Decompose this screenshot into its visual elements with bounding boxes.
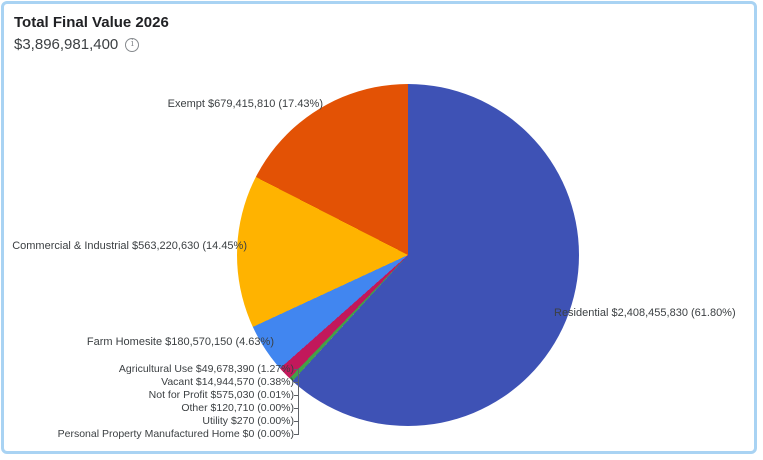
slice-label-commercial-industrial: Commercial & Industrial $563,220,630 (14… [12, 240, 247, 252]
info-icon[interactable]: i [125, 37, 140, 52]
slice-label-not-for-profit: Not for Profit $575,030 (0.01%) [148, 389, 294, 401]
slice-label-personal-property-manufactured-home: Personal Property Manufactured Home $0 (… [57, 428, 294, 440]
slice-label-vacant: Vacant $14,944,570 (0.38%) [161, 376, 294, 388]
leader-tick [294, 408, 299, 409]
total-value-row: $3,896,981,400 i [14, 36, 140, 53]
slice-label-utility: Utility $270 (0.00%) [202, 415, 294, 427]
leader-tick [294, 395, 299, 396]
leader-line [298, 368, 299, 435]
leader-tick [294, 369, 299, 370]
chart-stage: Total Final Value 2026 $3,896,981,400 i … [4, 4, 754, 451]
total-final-value-card: Total Final Value 2026 $3,896,981,400 i … [1, 1, 757, 454]
leader-tick [294, 382, 299, 383]
slice-label-exempt: Exempt $679,415,810 (17.43%) [167, 98, 323, 110]
slice-label-farm-homesite: Farm Homesite $180,570,150 (4.63%) [86, 336, 274, 348]
total-value: $3,896,981,400 [14, 36, 119, 53]
leader-tick [294, 434, 299, 435]
slice-label-agricultural-use: Agricultural Use $49,678,390 (1.27%) [118, 363, 294, 375]
leader-tick [294, 421, 299, 422]
slice-label-other: Other $120,710 (0.00%) [181, 402, 294, 414]
slice-label-residential: Residential $2,408,455,830 (61.80%) [554, 307, 736, 319]
chart-title: Total Final Value 2026 [14, 14, 169, 31]
